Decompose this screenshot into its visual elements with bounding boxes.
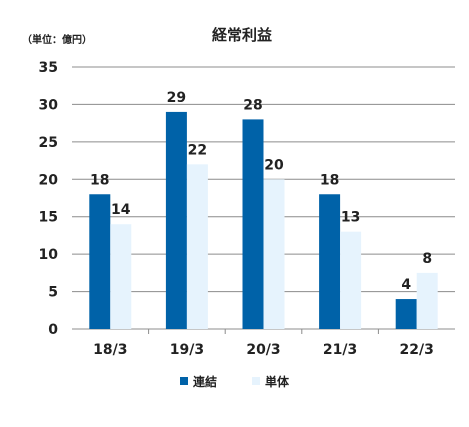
data-label: 29 <box>167 90 186 106</box>
bar-consolidated-19-3 <box>165 111 187 330</box>
y-tick-label: 0 <box>48 322 58 338</box>
chart-title: 経常利益 <box>212 26 272 44</box>
x-tick-label: 19/3 <box>170 342 204 358</box>
bar-standalone-20-3 <box>263 179 285 329</box>
x-tick-label: 20/3 <box>246 342 280 358</box>
bar-standalone-21-3 <box>340 231 362 329</box>
data-label: 20 <box>264 157 284 173</box>
y-axis-ticks: 0 5 10 15 20 25 30 35 <box>39 60 59 338</box>
unit-label: （単位：億円） <box>22 33 92 46</box>
bar-consolidated-18-3 <box>89 194 111 329</box>
x-axis-ticks: 18/3 19/3 20/3 21/3 22/3 <box>93 329 434 358</box>
data-label: 18 <box>320 172 339 188</box>
bars <box>89 111 438 330</box>
data-label: 13 <box>341 210 360 226</box>
legend-label: 連結 <box>193 374 217 389</box>
data-label: 18 <box>90 172 109 188</box>
y-tick-label: 35 <box>39 60 58 76</box>
data-label: 22 <box>188 142 207 158</box>
data-label: 14 <box>111 202 131 218</box>
x-tick-label: 22/3 <box>400 342 434 358</box>
y-tick-label: 30 <box>39 97 59 113</box>
data-label: 28 <box>243 97 262 113</box>
data-label: 4 <box>401 277 411 293</box>
bar-consolidated-21-3 <box>319 194 341 329</box>
bar-standalone-18-3 <box>110 224 132 329</box>
y-tick-label: 20 <box>39 172 59 188</box>
bar-consolidated-22-3 <box>395 299 417 329</box>
bar-standalone-22-3 <box>416 272 438 329</box>
x-tick-label: 21/3 <box>323 342 357 358</box>
legend-label: 単体 <box>265 374 290 389</box>
y-tick-label: 10 <box>39 247 59 263</box>
legend-swatch <box>252 377 260 385</box>
y-tick-label: 15 <box>39 210 58 226</box>
legend-swatch <box>180 377 188 385</box>
legend: 連結 単体 <box>180 374 290 389</box>
bar-consolidated-20-3 <box>242 119 264 330</box>
y-tick-label: 5 <box>48 285 58 301</box>
bar-standalone-19-3 <box>186 164 208 329</box>
data-label: 8 <box>422 251 432 267</box>
y-tick-label: 25 <box>39 135 58 151</box>
x-tick-label: 18/3 <box>93 342 127 358</box>
